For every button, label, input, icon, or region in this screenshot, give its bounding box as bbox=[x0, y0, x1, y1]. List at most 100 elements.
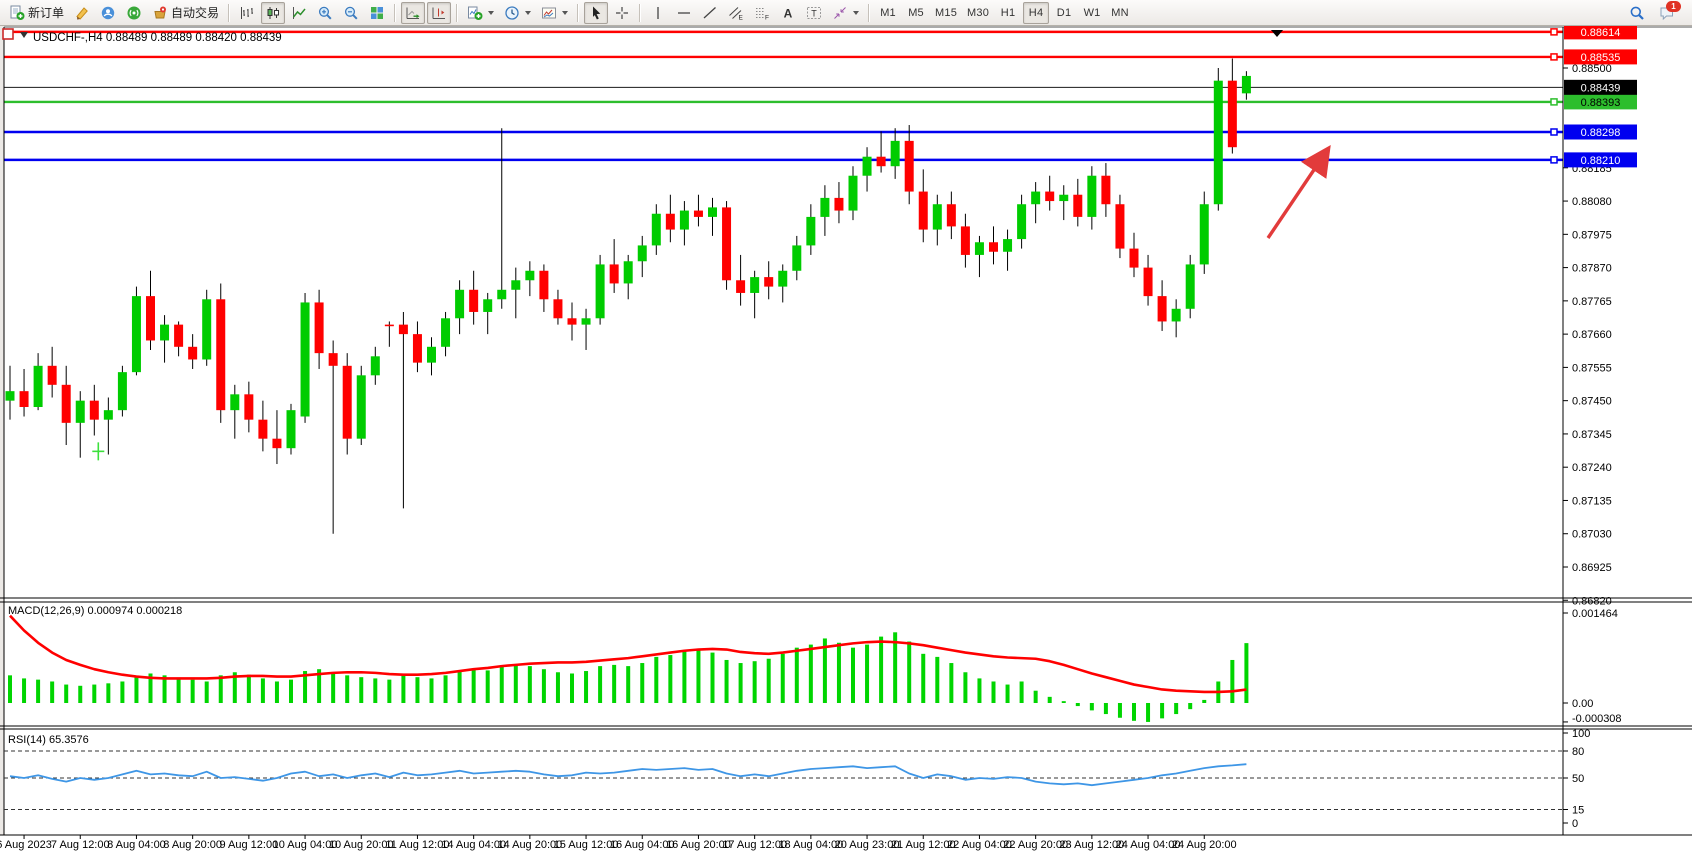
indicators-button[interactable] bbox=[463, 2, 498, 24]
bear-candle bbox=[904, 140, 914, 192]
svg-text:0.88439: 0.88439 bbox=[1581, 82, 1621, 94]
bear-candle bbox=[1143, 267, 1153, 297]
cross-marker[interactable] bbox=[92, 442, 105, 461]
chart-window-icon[interactable] bbox=[2, 28, 14, 40]
time-tick-label: 18 Aug 04:00 bbox=[778, 839, 843, 851]
hline-anchor[interactable] bbox=[1550, 28, 1558, 36]
macd-histogram-bar bbox=[1047, 696, 1052, 703]
price-tick-label: 0.86925 bbox=[1572, 562, 1612, 574]
fibonacci-button[interactable]: F bbox=[750, 2, 774, 24]
macd-histogram-bar bbox=[752, 661, 757, 703]
macd-histogram-bar bbox=[865, 644, 870, 703]
chevron-down-icon[interactable] bbox=[562, 10, 569, 15]
macd-histogram-bar bbox=[640, 663, 645, 703]
time-tick-label: 10 Aug 04:00 bbox=[273, 839, 338, 851]
macd-histogram-bar bbox=[148, 673, 153, 703]
macd-histogram-bar bbox=[134, 677, 139, 703]
chart-title-bar: USDCHF-,H4 0.88489 0.88489 0.88420 0.884… bbox=[2, 28, 282, 44]
new-order-button[interactable]: 新订单 bbox=[5, 2, 68, 24]
profiles-button[interactable] bbox=[96, 2, 120, 24]
equidistant-channel-button[interactable]: E bbox=[724, 2, 748, 24]
macd-histogram-bar bbox=[106, 683, 111, 703]
timeframe-button-h4[interactable]: H4 bbox=[1023, 1, 1050, 24]
bear-candle bbox=[188, 346, 198, 360]
chevron-down-icon[interactable] bbox=[488, 10, 495, 15]
autotrading-button[interactable]: 自动交易 bbox=[148, 2, 223, 24]
text-label-button[interactable]: T bbox=[802, 2, 826, 24]
hline-anchor[interactable] bbox=[1550, 156, 1558, 164]
svg-text:F: F bbox=[765, 14, 769, 21]
auto-scroll-button[interactable] bbox=[401, 1, 426, 24]
timeframe-button-d1[interactable]: D1 bbox=[1056, 6, 1072, 19]
bear-candle bbox=[272, 438, 282, 449]
macd-histogram-bar bbox=[822, 638, 827, 703]
chart-shift-button[interactable] bbox=[427, 1, 452, 24]
macd-histogram-bar bbox=[162, 675, 167, 703]
price-axis[interactable]: 0.885000.881850.880800.879750.878700.877… bbox=[1563, 24, 1637, 607]
crayon-button[interactable] bbox=[70, 2, 94, 24]
trend-arrow-annotation[interactable] bbox=[1266, 144, 1331, 239]
timeframe-button-mn[interactable]: MN bbox=[1111, 6, 1129, 19]
cursor-button[interactable] bbox=[584, 1, 609, 24]
bear-candle bbox=[19, 391, 29, 407]
toolbar-separator bbox=[228, 3, 231, 22]
bull-candle bbox=[1185, 264, 1195, 309]
search-button[interactable] bbox=[1625, 2, 1649, 24]
zoom-in-button[interactable] bbox=[313, 2, 337, 24]
macd-histogram-bar bbox=[935, 656, 940, 703]
timeframe-button-h1[interactable]: H1 bbox=[1000, 6, 1016, 19]
timeframe-button-m15[interactable]: M15 bbox=[935, 6, 958, 19]
hline-anchor[interactable] bbox=[1550, 128, 1558, 136]
trendline-button[interactable] bbox=[698, 2, 722, 24]
macd-histogram-bar bbox=[682, 650, 687, 703]
macd-histogram-bar bbox=[555, 672, 560, 703]
bear-candle bbox=[412, 334, 422, 363]
price-tick-label: 0.87450 bbox=[1572, 396, 1612, 408]
price-tick-label: 0.87870 bbox=[1572, 263, 1612, 275]
bar-chart-button[interactable] bbox=[235, 2, 259, 24]
timeframe-button-m30[interactable]: M30 bbox=[967, 6, 990, 19]
timeframe-button-m5[interactable]: M5 bbox=[908, 6, 924, 19]
rsi-axis-label: 100 bbox=[1572, 728, 1590, 740]
macd-histogram-bar bbox=[345, 675, 350, 703]
price-chart[interactable]: 0.885000.881850.880800.879750.878700.877… bbox=[0, 24, 1692, 855]
vertical-line-button[interactable] bbox=[646, 2, 670, 24]
time-tick-label: 9 Aug 12:00 bbox=[219, 839, 278, 851]
timeframe-button-m1[interactable]: M1 bbox=[880, 6, 896, 19]
line-chart-button[interactable] bbox=[287, 2, 311, 24]
hline-anchor[interactable] bbox=[1550, 53, 1558, 61]
chevron-down-icon[interactable] bbox=[853, 10, 860, 15]
signals-button[interactable] bbox=[122, 2, 146, 24]
time-tick-label: 15 Aug 12:00 bbox=[554, 839, 619, 851]
hline-anchor[interactable] bbox=[1550, 98, 1558, 106]
price-badge: 0.88393 bbox=[1564, 94, 1637, 110]
candlestick-chart-button[interactable] bbox=[261, 1, 286, 24]
zoom-out-button[interactable] bbox=[339, 2, 363, 24]
chart-shift-marker[interactable] bbox=[1271, 30, 1283, 37]
horizontal-line-button[interactable] bbox=[672, 2, 696, 24]
title-collapse-icon[interactable] bbox=[20, 32, 28, 38]
time-tick-label: 20 Aug 23:00 bbox=[835, 839, 900, 851]
crosshair-button[interactable] bbox=[610, 2, 634, 24]
macd-histogram-bar bbox=[457, 671, 462, 703]
tile-windows-button[interactable] bbox=[365, 2, 389, 24]
bull-candle bbox=[131, 296, 141, 373]
bull-candle bbox=[848, 175, 858, 211]
horizontal-line-objects bbox=[4, 28, 1563, 164]
timeframe-button-w1[interactable]: W1 bbox=[1083, 6, 1101, 19]
rsi-axis-label: 80 bbox=[1572, 746, 1584, 758]
chevron-down-icon[interactable] bbox=[525, 10, 532, 15]
text-button[interactable]: A bbox=[776, 2, 800, 24]
bull-candle bbox=[1199, 204, 1209, 265]
bear-candle bbox=[539, 270, 549, 300]
bull-candle bbox=[1241, 75, 1251, 94]
bull-candle bbox=[1017, 204, 1027, 240]
bull-candle bbox=[511, 280, 521, 290]
notifications-button[interactable]: 1 bbox=[1655, 0, 1681, 24]
arrows-tool-button[interactable] bbox=[828, 2, 863, 24]
svg-text:0.88210: 0.88210 bbox=[1581, 155, 1621, 167]
periods-button[interactable] bbox=[500, 2, 535, 24]
bear-candle bbox=[553, 299, 563, 319]
templates-button[interactable] bbox=[537, 2, 572, 24]
